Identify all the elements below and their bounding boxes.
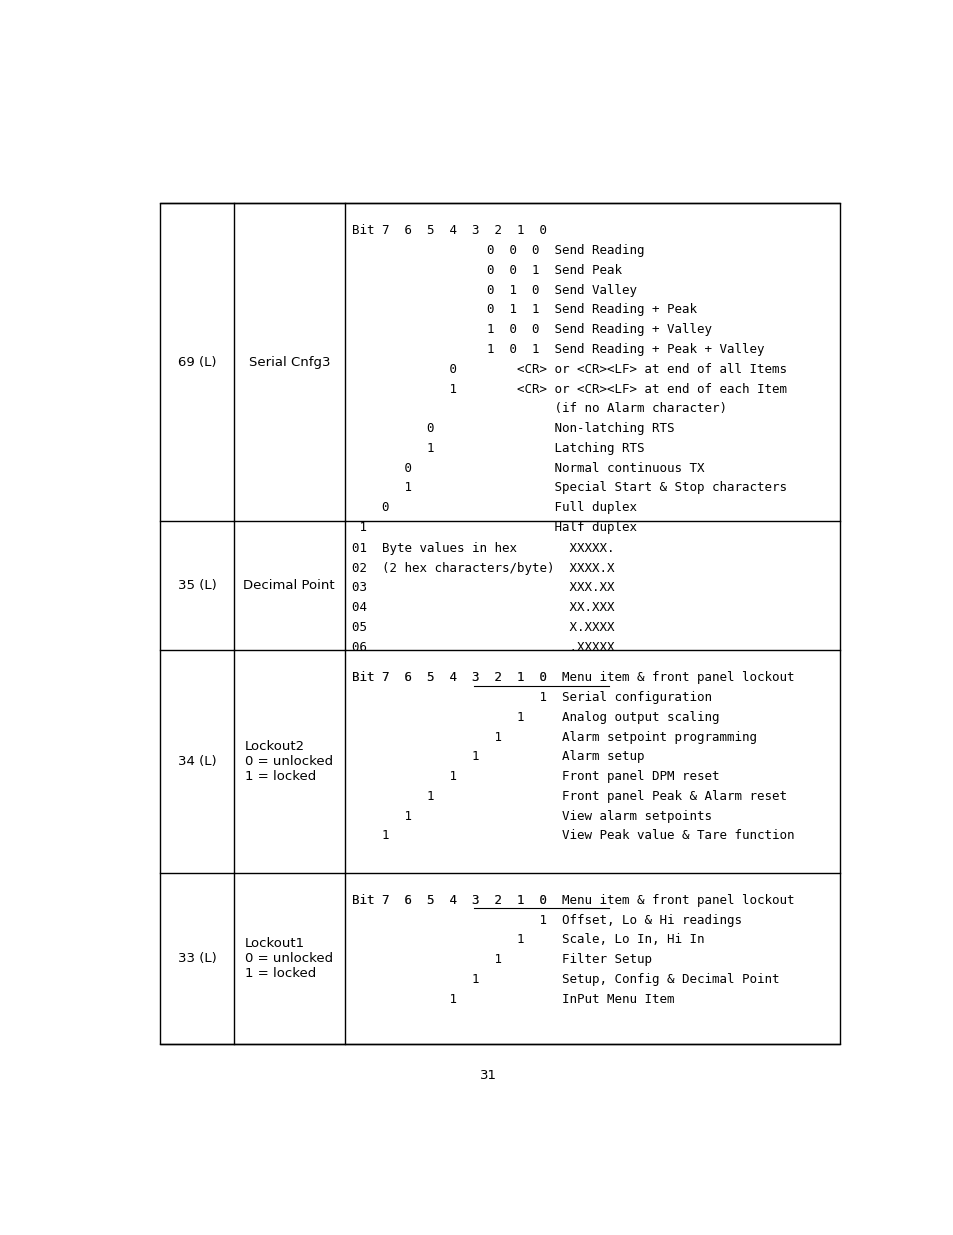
Text: 0  0  1  Send Peak: 0 0 1 Send Peak <box>352 264 621 277</box>
Text: Bit 7  6  5  4  3  2  1  0: Bit 7 6 5 4 3 2 1 0 <box>352 894 561 906</box>
Text: 06                           .XXXXX: 06 .XXXXX <box>352 641 614 653</box>
Text: Bit 7  6  5  4  3  2  1  0  Menu item & front panel lockout: Bit 7 6 5 4 3 2 1 0 Menu item & front pa… <box>352 894 794 906</box>
Text: 0                   Normal continuous TX: 0 Normal continuous TX <box>352 462 704 474</box>
Text: 0        <CR> or <CR><LF> at end of all Items: 0 <CR> or <CR><LF> at end of all Items <box>352 363 786 375</box>
Text: Bit 7  6  5  4  3  2  1  0: Bit 7 6 5 4 3 2 1 0 <box>352 894 561 906</box>
Text: Lockout1
0 = unlocked
1 = locked: Lockout1 0 = unlocked 1 = locked <box>245 937 333 979</box>
Text: 1                    View alarm setpoints: 1 View alarm setpoints <box>352 810 711 823</box>
Text: 0                Non-latching RTS: 0 Non-latching RTS <box>352 422 674 435</box>
Text: 1     Analog output scaling: 1 Analog output scaling <box>352 711 719 724</box>
Text: 35 (L): 35 (L) <box>177 579 216 592</box>
Text: 0  1  0  Send Valley: 0 1 0 Send Valley <box>352 284 637 296</box>
Text: Bit 7  6  5  4  3  2  1  0: Bit 7 6 5 4 3 2 1 0 <box>352 225 547 237</box>
Text: 1        Filter Setup: 1 Filter Setup <box>352 953 652 966</box>
Text: Bit 7  6  5  4  3  2  1  0: Bit 7 6 5 4 3 2 1 0 <box>352 672 561 684</box>
Text: Bit 7  6  5  4  3  2  1  0: Bit 7 6 5 4 3 2 1 0 <box>352 672 561 684</box>
Text: 04                           XX.XXX: 04 XX.XXX <box>352 601 614 614</box>
Text: 0  1  1  Send Reading + Peak: 0 1 1 Send Reading + Peak <box>352 304 697 316</box>
Text: 02  (2 hex characters/byte)  XXXX.X: 02 (2 hex characters/byte) XXXX.X <box>352 562 614 574</box>
Text: 33 (L): 33 (L) <box>177 952 216 965</box>
Text: 1                       View Peak value & Tare function: 1 View Peak value & Tare function <box>352 830 794 842</box>
Text: 69 (L): 69 (L) <box>177 356 216 369</box>
Text: 1              Front panel DPM reset: 1 Front panel DPM reset <box>352 771 719 783</box>
Text: 1                Latching RTS: 1 Latching RTS <box>352 442 644 454</box>
Text: (if no Alarm character): (if no Alarm character) <box>352 403 726 415</box>
Text: 03                           XXX.XX: 03 XXX.XX <box>352 582 614 594</box>
Text: 0  0  0  Send Reading: 0 0 0 Send Reading <box>352 245 644 257</box>
Text: 1                         Half duplex: 1 Half duplex <box>352 521 637 534</box>
Text: 1  Serial configuration: 1 Serial configuration <box>352 692 711 704</box>
Text: 1  Offset, Lo & Hi readings: 1 Offset, Lo & Hi readings <box>352 914 741 926</box>
Text: Bit 7  6  5  4  3  2  1  0  Menu item & front panel lockout: Bit 7 6 5 4 3 2 1 0 Menu item & front pa… <box>352 672 794 684</box>
Text: 1        Alarm setpoint programming: 1 Alarm setpoint programming <box>352 731 757 743</box>
Text: 0                      Full duplex: 0 Full duplex <box>352 501 637 514</box>
Text: 1        <CR> or <CR><LF> at end of each Item: 1 <CR> or <CR><LF> at end of each Item <box>352 383 786 395</box>
Text: 1  0  0  Send Reading + Valley: 1 0 0 Send Reading + Valley <box>352 324 711 336</box>
Text: 1           Setup, Config & Decimal Point: 1 Setup, Config & Decimal Point <box>352 973 779 986</box>
Text: 1                   Special Start & Stop characters: 1 Special Start & Stop characters <box>352 482 786 494</box>
Text: 34 (L): 34 (L) <box>177 755 216 768</box>
Text: Decimal Point: Decimal Point <box>243 579 335 592</box>
Text: Serial Cnfg3: Serial Cnfg3 <box>249 356 330 369</box>
Text: 1     Scale, Lo In, Hi In: 1 Scale, Lo In, Hi In <box>352 934 704 946</box>
Text: Bit 7  6  5  4  3  2  1  0  Menu item & front panel lockout: Bit 7 6 5 4 3 2 1 0 Menu item & front pa… <box>352 894 794 906</box>
Text: 01  Byte values in hex       XXXXX.: 01 Byte values in hex XXXXX. <box>352 542 614 555</box>
Text: 1  0  1  Send Reading + Peak + Valley: 1 0 1 Send Reading + Peak + Valley <box>352 343 764 356</box>
Text: Lockout2
0 = unlocked
1 = locked: Lockout2 0 = unlocked 1 = locked <box>245 740 333 783</box>
Text: 05                           X.XXXX: 05 X.XXXX <box>352 621 614 634</box>
Text: 1                 Front panel Peak & Alarm reset: 1 Front panel Peak & Alarm reset <box>352 790 786 803</box>
Bar <box>160 204 840 1044</box>
Text: 1              InPut Menu Item: 1 InPut Menu Item <box>352 993 674 1005</box>
Text: Bit 7  6  5  4  3  2  1  0  Menu item & front panel lockout: Bit 7 6 5 4 3 2 1 0 Menu item & front pa… <box>352 672 794 684</box>
Text: 1           Alarm setup: 1 Alarm setup <box>352 751 644 763</box>
Text: 31: 31 <box>480 1068 497 1082</box>
